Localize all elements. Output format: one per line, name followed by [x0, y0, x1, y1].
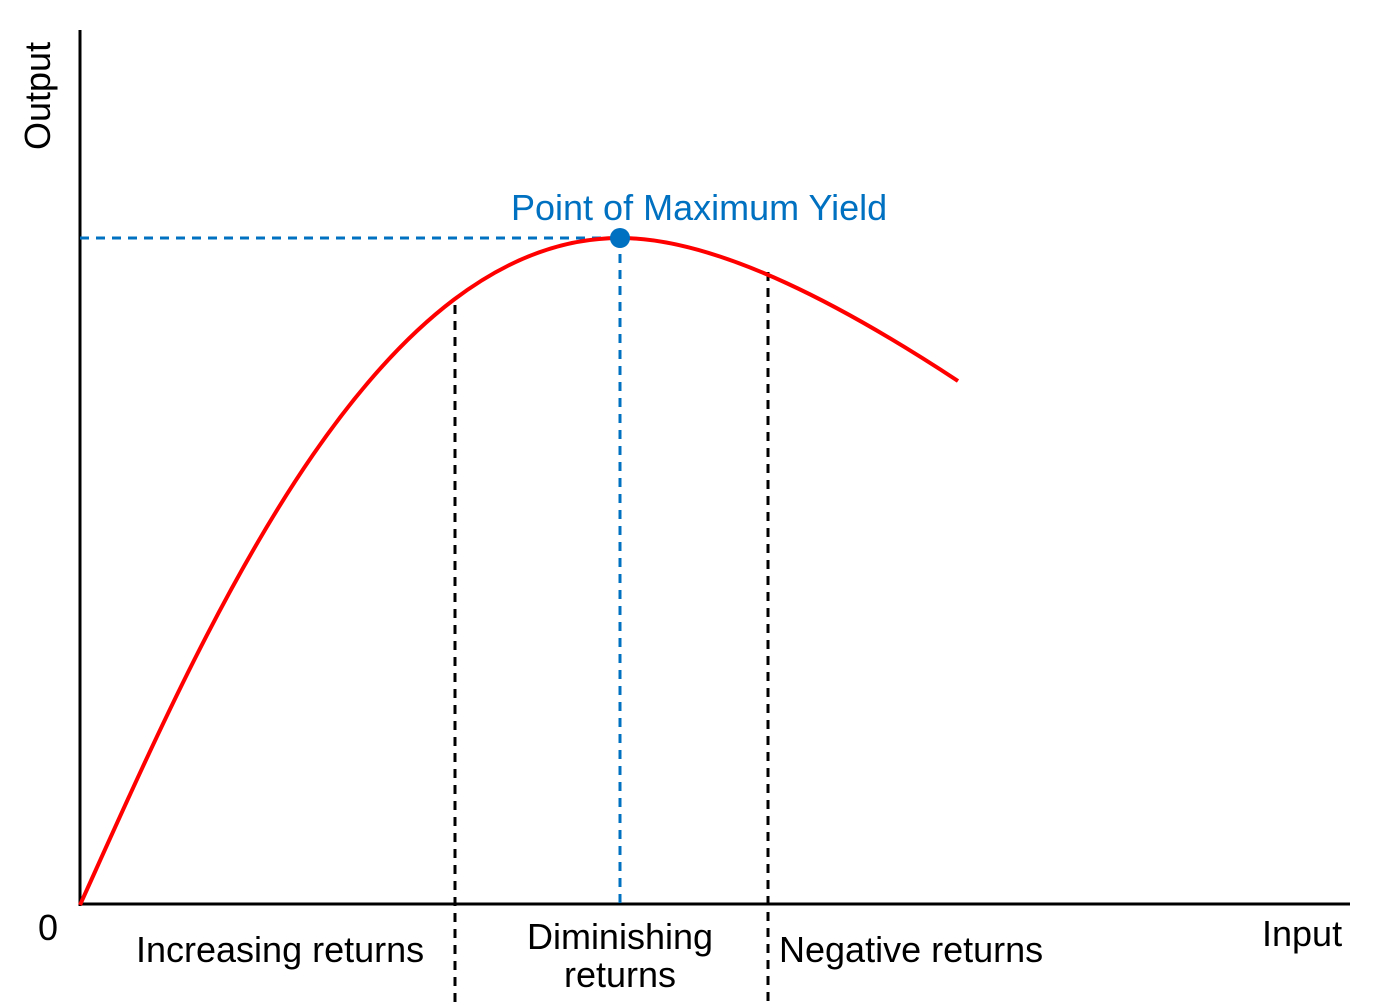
y-axis-label: Output — [17, 41, 58, 150]
annotation: Point of Maximum Yield — [511, 187, 888, 228]
region-label: Negative returns — [779, 929, 1044, 970]
region-label: Diminishing returns — [526, 916, 714, 995]
origin-label: 0 — [38, 907, 59, 948]
production-curve — [78, 235, 960, 906]
max-point — [610, 228, 630, 248]
region-label: Increasing returns — [136, 929, 425, 970]
x-axis-label: Input — [1262, 913, 1343, 954]
